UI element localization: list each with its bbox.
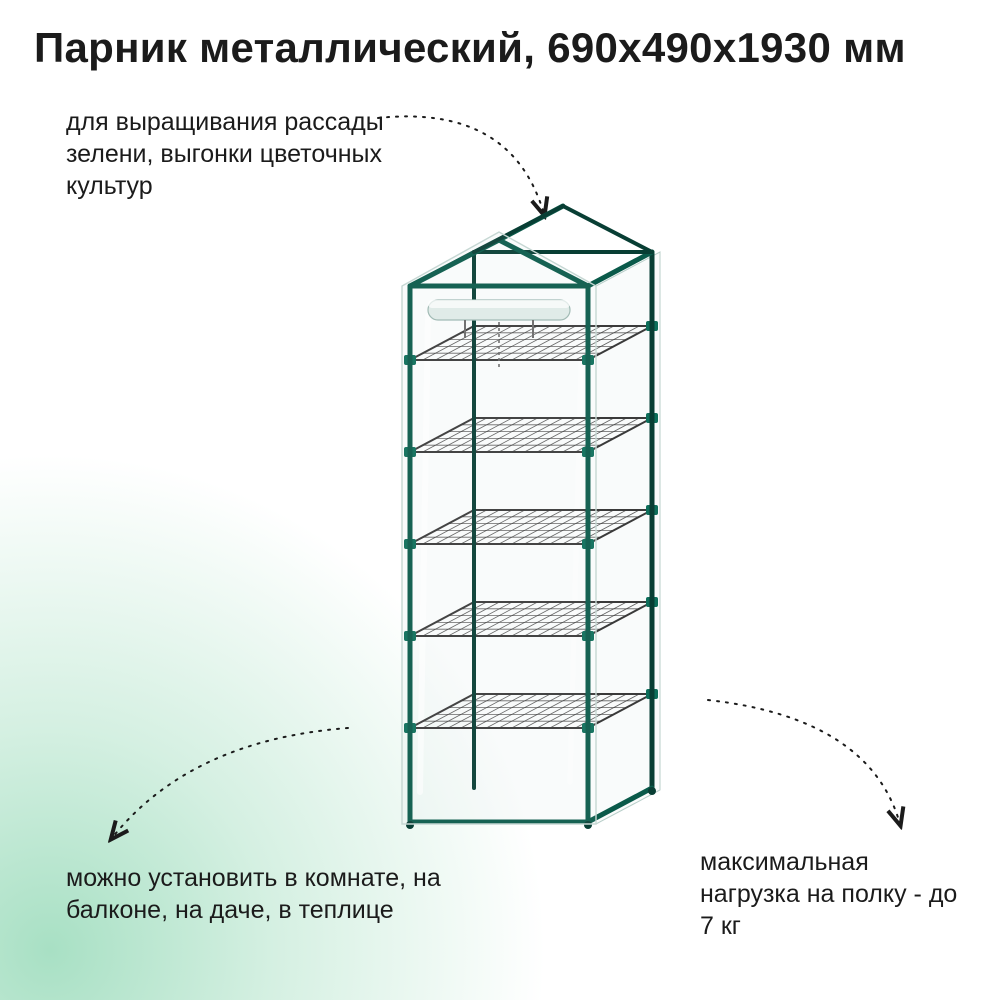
callout-bottom-right: максимальная нагрузка на полку - до 7 кг xyxy=(700,846,970,942)
arrow-bottom-right xyxy=(700,688,920,838)
callout-bottom-left: можно установить в комнате, на балконе, … xyxy=(66,862,446,926)
page-title: Парник металлический, 690х490х1930 мм xyxy=(34,24,966,72)
arrow-bottom-left xyxy=(100,720,360,850)
product-illustration xyxy=(370,230,690,840)
